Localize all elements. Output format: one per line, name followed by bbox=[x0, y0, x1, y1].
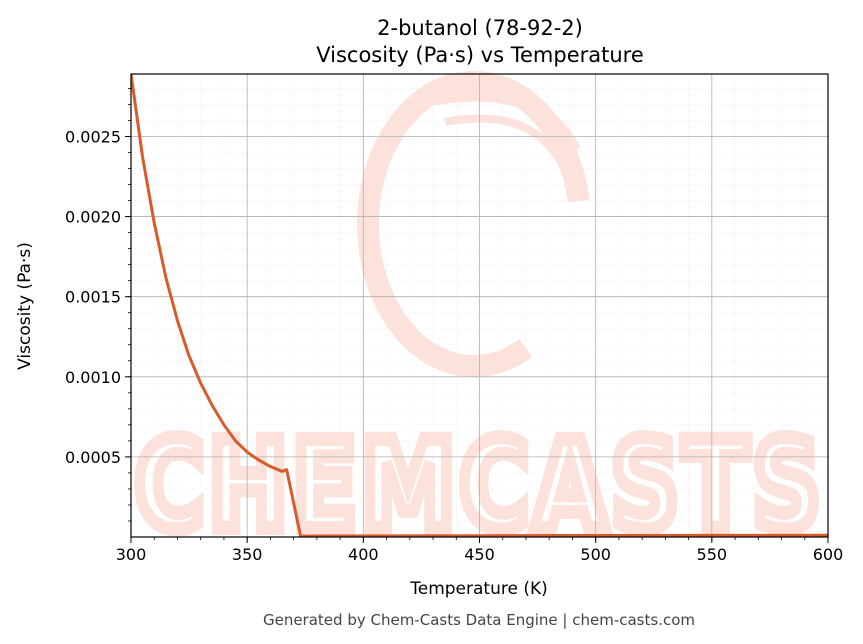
x-tick-label: 400 bbox=[348, 545, 379, 564]
x-tick-label: 350 bbox=[232, 545, 263, 564]
y-tick-label: 0.0025 bbox=[65, 127, 121, 146]
y-tick-label: 0.0010 bbox=[65, 368, 121, 387]
x-tick-label: 500 bbox=[580, 545, 611, 564]
watermark-logo-swoosh bbox=[444, 114, 569, 172]
series-group bbox=[131, 74, 828, 537]
watermark: CHEMCASTS bbox=[128, 71, 826, 564]
x-tick-label: 300 bbox=[116, 545, 147, 564]
y-tick-labels: 0.0005 0.0010 0.0015 0.0020 0.0025 bbox=[65, 127, 121, 466]
watermark-logo-ring bbox=[357, 71, 591, 377]
x-tick-label: 450 bbox=[464, 545, 495, 564]
chart-title: 2-butanol (78-92-2) bbox=[377, 16, 583, 40]
y-tick-label: 0.0020 bbox=[65, 208, 121, 227]
x-tick-label: 600 bbox=[813, 545, 844, 564]
y-tick-label: 0.0005 bbox=[65, 448, 121, 467]
viscosity-series-line bbox=[131, 74, 828, 537]
chart-subtitle: Viscosity (Pa·s) vs Temperature bbox=[316, 43, 644, 67]
y-axis-label: Viscosity (Pa·s) bbox=[15, 242, 35, 370]
x-tick-label: 550 bbox=[697, 545, 728, 564]
y-tick-label: 0.0015 bbox=[65, 288, 121, 307]
x-tick-labels: 300 350 400 450 500 550 600 bbox=[116, 545, 844, 564]
watermark-text: CHEMCASTS bbox=[135, 415, 825, 557]
tick-marks bbox=[125, 88, 829, 543]
watermark-logo-swoosh bbox=[428, 89, 581, 153]
x-axis-label: Temperature (K) bbox=[409, 579, 548, 599]
footer-credit: Generated by Chem-Casts Data Engine | ch… bbox=[263, 611, 695, 629]
